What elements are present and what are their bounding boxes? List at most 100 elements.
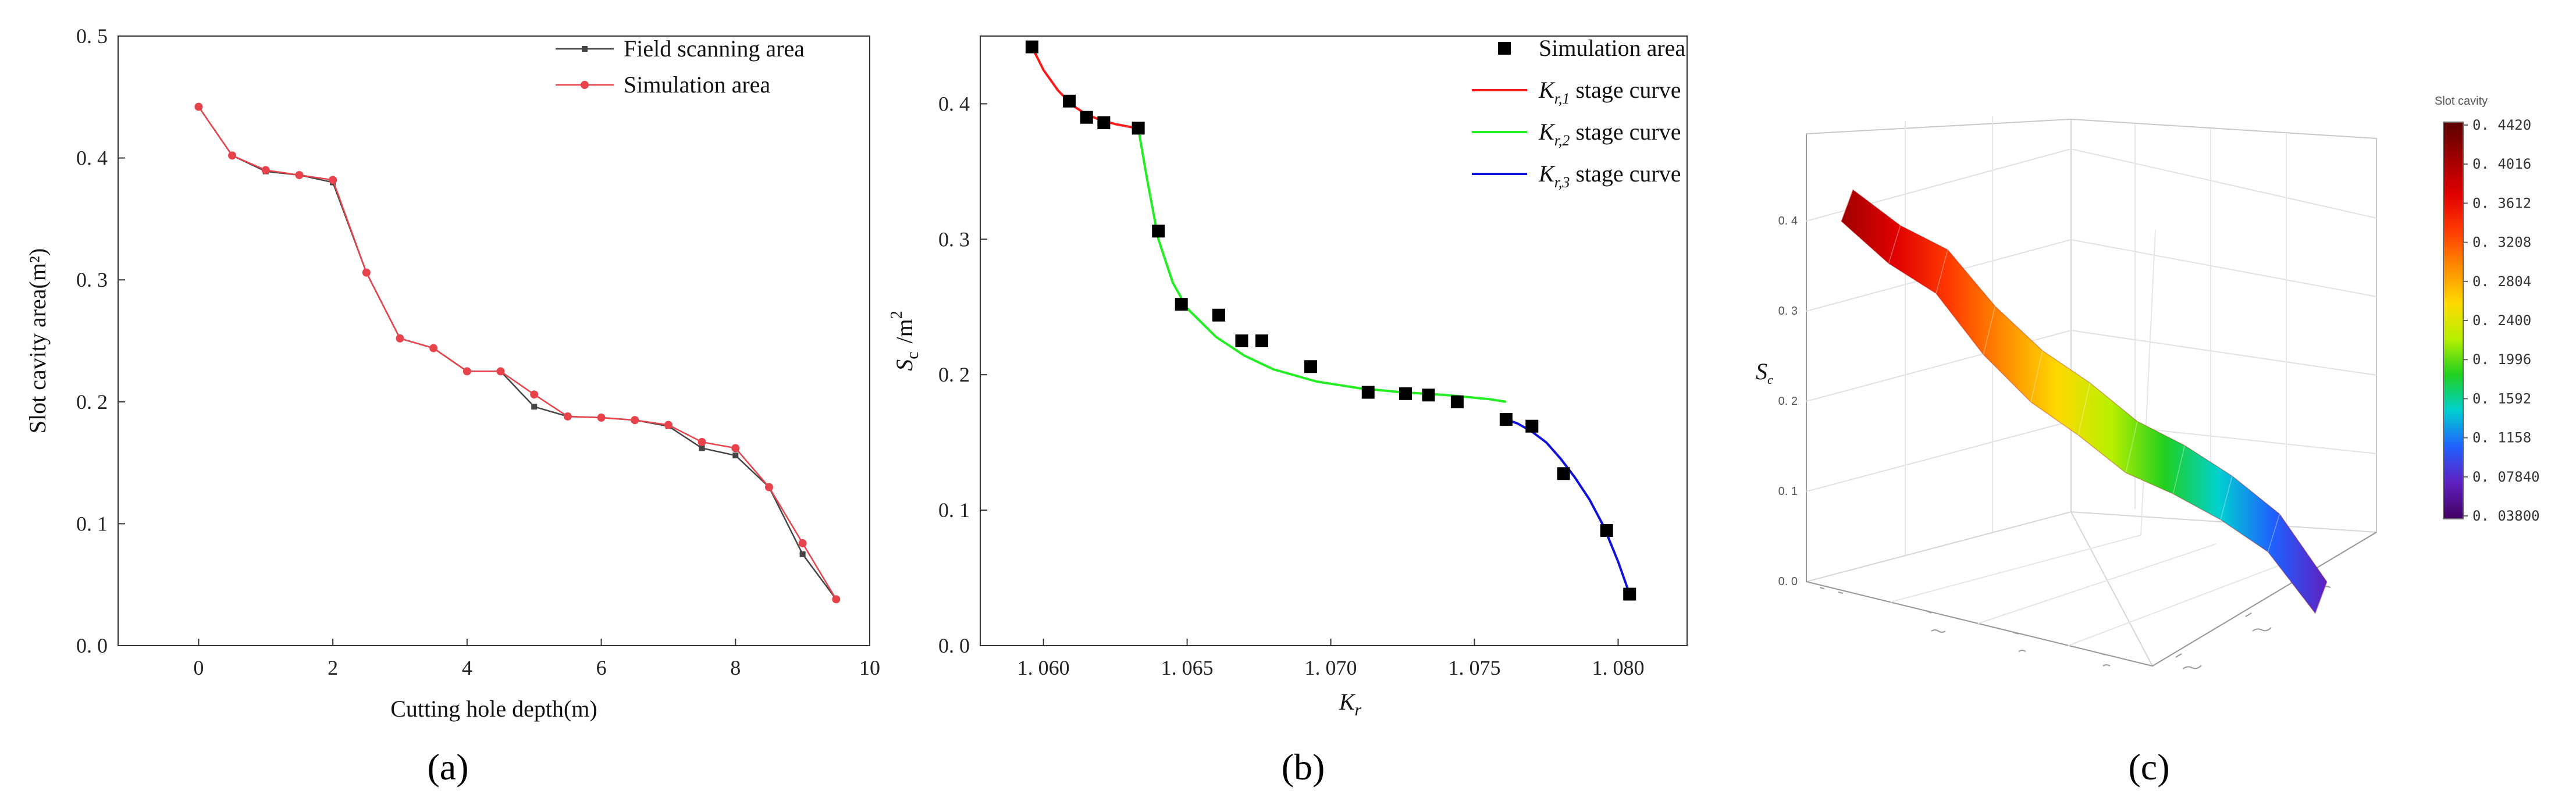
c-z-axis-label-main: S <box>1756 358 1767 384</box>
a-panel-label: (a) <box>427 746 468 788</box>
c-surface-mesh-line <box>1935 250 1948 294</box>
c-colorbar-label: 0. 2400 <box>2472 312 2531 329</box>
a-point-simulation <box>530 390 539 399</box>
b-y-axis-label: Sc/m2 <box>888 311 922 371</box>
a-y-tick-label: 0. 2 <box>76 390 108 414</box>
a-point-simulation <box>798 539 807 547</box>
a-x-tick-label: 10 <box>859 656 880 679</box>
a-x-axis-label: Cutting hole depth(m) <box>390 696 597 722</box>
b-legend-label-sub: r,1 <box>1554 90 1570 107</box>
c-z-tick-label: 0. 2 <box>1778 395 1798 408</box>
b-x-tick-label: 1. 060 <box>1017 656 1070 679</box>
a-point-field <box>799 551 806 557</box>
a-y-tick-label: 0. 1 <box>76 512 108 535</box>
a-y-tick-label: 0. 5 <box>76 24 108 48</box>
a-y-tick-label: 0. 4 <box>76 147 108 170</box>
c-panel-label: (c) <box>2128 746 2169 788</box>
chart-a: 0. 0 0. 1 0. 2 0. 3 0. 4 0. 5 0 2 4 6 8 10 Cutting… <box>24 24 880 788</box>
a-series-line-0 <box>198 106 837 600</box>
b-y-axis-label-unit: /m <box>891 319 917 343</box>
b-legend-label-main: K <box>1538 161 1556 187</box>
a-x-tick-label: 8 <box>730 656 741 679</box>
a-plot-frame <box>118 35 870 646</box>
b-legend-label: Kr,2 stage curve <box>1538 119 1681 149</box>
c-colorbar-label: 0. 07840 <box>2472 469 2540 485</box>
c-colorbar-label: 0. 1592 <box>2472 390 2531 407</box>
c-surface-ribbon <box>1841 188 2328 615</box>
a-point-simulation <box>429 344 438 352</box>
b-x-tick-label: 1. 075 <box>1449 656 1501 679</box>
c-z-ticks: 0. 0 0. 1 0. 2 0. 3 0. 4 <box>1778 215 1798 588</box>
b-legend-label-main: K <box>1538 77 1556 103</box>
c-colorbar-label: 0. 03800 <box>2472 508 2540 524</box>
c-surface-mesh-line <box>1888 225 1901 264</box>
b-point <box>1623 587 1636 601</box>
a-legend-marker <box>581 81 589 89</box>
b-point <box>1422 389 1435 402</box>
b-point <box>1132 122 1145 135</box>
b-point <box>1399 387 1412 400</box>
c-surface-mesh-line <box>2125 421 2138 473</box>
chart-c: 0. 0 0. 1 0. 2 0. 3 0. 4 Sc Slot cavity 0. 4… <box>1756 95 2540 788</box>
c-colorbar-label: 0. 4420 <box>2472 117 2531 133</box>
b-y-tick-label: 0. 3 <box>938 227 970 251</box>
a-legend: Field scanning area Simulation area <box>556 35 805 98</box>
a-point-simulation <box>396 334 404 343</box>
b-point <box>1557 467 1570 480</box>
b-x-axis-label-main: K <box>1339 689 1356 715</box>
a-point-simulation <box>631 416 639 425</box>
a-x-tick-label: 2 <box>328 656 338 679</box>
b-x-tick-label: 1. 070 <box>1305 656 1357 679</box>
b-panel-label: (b) <box>1282 746 1325 788</box>
a-point-simulation <box>698 437 706 446</box>
a-point-simulation <box>194 102 203 111</box>
b-point <box>1235 334 1248 347</box>
a-legend-label: Field scanning area <box>624 35 805 62</box>
c-z-tick-label: 0. 3 <box>1778 305 1798 318</box>
c-z-tick-label: 0. 1 <box>1778 485 1798 498</box>
a-y-ticks: 0. 0 0. 1 0. 2 0. 3 0. 4 0. 5 <box>76 24 125 657</box>
b-y-tick-label: 0. 4 <box>938 92 970 115</box>
a-point-simulation <box>731 444 740 453</box>
b-point <box>1025 40 1038 54</box>
b-x-axis-label-sub: r <box>1355 700 1362 719</box>
c-colorbar-label: 0. 4016 <box>2472 156 2531 172</box>
a-point-simulation <box>597 414 606 422</box>
b-x-tick-label: 1. 080 <box>1592 656 1644 679</box>
b-legend-label-suffix: stage curve <box>1570 77 1681 103</box>
b-y-axis-label-sub: c <box>903 351 922 359</box>
c-colorbar-label: 0. 3612 <box>2472 195 2531 211</box>
a-x-tick-label: 4 <box>462 656 472 679</box>
a-x-tick-label: 0 <box>193 656 204 679</box>
c-colorbar-label: 0. 1996 <box>2472 351 2531 368</box>
c-colorbar-label: 0. 3208 <box>2472 234 2531 251</box>
c-surface-mesh-line <box>1983 306 1996 355</box>
a-x-ticks: 0 2 4 6 8 10 <box>193 639 880 679</box>
c-surface-mesh-line <box>2030 350 2043 403</box>
c-colorbar-title: Slot cavity <box>2435 95 2488 108</box>
a-point-simulation <box>295 170 304 179</box>
a-y-tick-label: 0. 0 <box>76 634 108 657</box>
c-surface-mesh-line <box>2267 514 2280 552</box>
b-point <box>1361 386 1375 399</box>
a-point-simulation <box>261 166 270 174</box>
c-surface-mesh-line <box>2172 445 2186 494</box>
b-y-axis-label-main: S <box>891 359 917 371</box>
c-colorbar-labels: 0. 4420 0. 4016 0. 3612 0. 3208 0. 2804 0. 24… <box>2463 117 2540 524</box>
b-legend-label: Kr,1 stage curve <box>1538 77 1681 107</box>
chart-b: 0. 00. 10. 20. 30. 4 1. 060 1. 065 1. 070 1… <box>888 35 1688 788</box>
c-z-tick-label: 0. 4 <box>1778 215 1798 227</box>
c-surface-mesh-line <box>1841 189 1853 222</box>
b-x-axis-label: Kr <box>1339 689 1362 719</box>
a-y-tick-label: 0. 3 <box>76 268 108 291</box>
b-stage-curve-2 <box>1137 128 1507 403</box>
b-y-axis-label-sup: 2 <box>888 311 906 319</box>
a-series-line-1 <box>198 106 837 600</box>
c-colorbar <box>2443 122 2464 519</box>
b-point <box>1212 308 1225 322</box>
b-point <box>1499 413 1513 426</box>
b-legend-label: Kr,3 stage curve <box>1538 161 1681 191</box>
b-y-tick-label: 0. 0 <box>938 634 970 657</box>
b-point <box>1097 116 1111 130</box>
a-point-simulation <box>563 412 572 421</box>
